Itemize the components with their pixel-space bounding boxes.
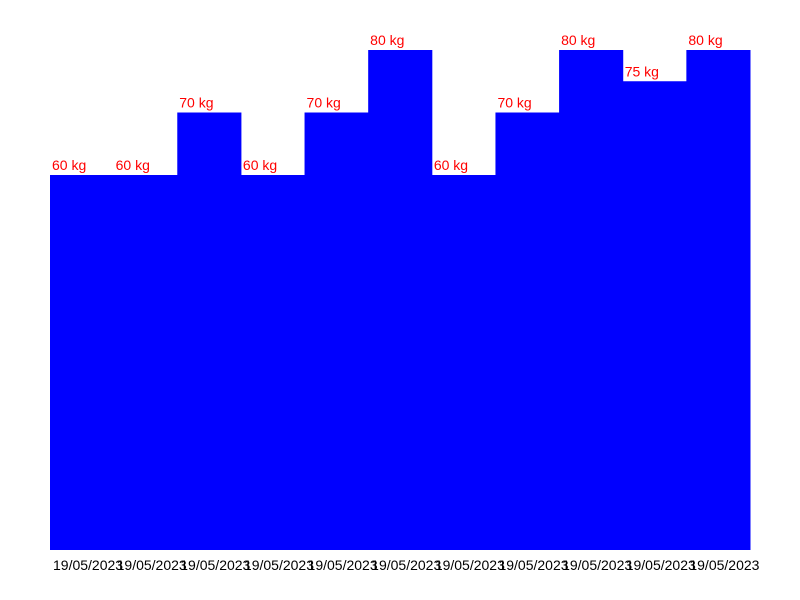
bars-group (50, 50, 751, 550)
x-tick-label: 19/05/2023 (498, 557, 568, 573)
bar (240, 175, 306, 550)
bar (495, 112, 560, 550)
bar-data-label: 70 kg (307, 95, 341, 111)
bar-data-label: 60 kg (52, 157, 86, 173)
bar-data-label: 60 kg (243, 157, 277, 173)
bar (431, 175, 496, 550)
bar-data-label: 80 kg (370, 32, 404, 48)
bar (177, 112, 242, 550)
x-tick-labels-group: 19/05/202319/05/202319/05/202319/05/2023… (53, 557, 760, 573)
bar-data-label: 60 kg (116, 157, 150, 173)
x-tick-label: 19/05/2023 (562, 557, 632, 573)
x-tick-label: 19/05/2023 (308, 557, 378, 573)
bar (368, 50, 433, 550)
x-tick-label: 19/05/2023 (117, 557, 187, 573)
bar-data-label: 75 kg (625, 63, 659, 79)
x-tick-label: 19/05/2023 (689, 557, 759, 573)
bar (622, 81, 687, 550)
bar (113, 175, 178, 550)
x-tick-label: 19/05/2023 (244, 557, 314, 573)
bar-data-label: 80 kg (561, 32, 595, 48)
bar-data-label: 70 kg (497, 95, 531, 111)
bar (559, 50, 624, 550)
x-tick-label: 19/05/2023 (180, 557, 250, 573)
x-tick-label: 19/05/2023 (53, 557, 123, 573)
x-tick-label: 19/05/2023 (626, 557, 696, 573)
bar-data-label: 70 kg (179, 95, 213, 111)
bar (50, 175, 115, 550)
bar (304, 112, 369, 550)
bar-data-label: 60 kg (434, 157, 468, 173)
x-tick-label: 19/05/2023 (371, 557, 441, 573)
x-tick-label: 19/05/2023 (435, 557, 505, 573)
bar-data-label: 80 kg (688, 32, 722, 48)
bar (686, 50, 751, 550)
bar-labels-group: 60 kg 60 kg 70 kg 60 kg 70 kg 80 kg 60 kg 70 kg… (52, 32, 723, 173)
